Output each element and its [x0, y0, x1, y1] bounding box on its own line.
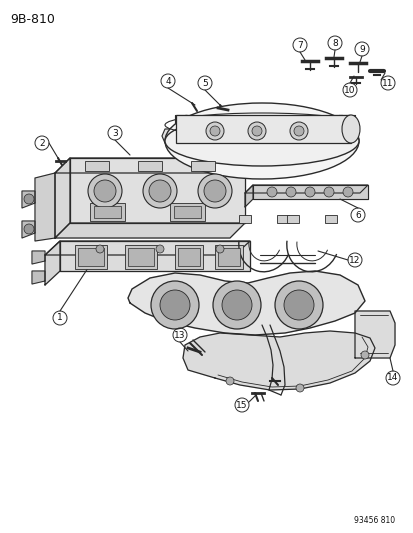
- Text: 14: 14: [387, 374, 398, 383]
- Bar: [173, 206, 201, 218]
- Circle shape: [149, 180, 171, 202]
- Bar: [190, 161, 214, 171]
- Text: 93456 810: 93456 810: [353, 516, 394, 525]
- Circle shape: [197, 174, 231, 208]
- Polygon shape: [22, 191, 35, 208]
- Bar: [90, 203, 125, 221]
- Polygon shape: [32, 271, 45, 284]
- Polygon shape: [35, 173, 55, 241]
- Circle shape: [159, 290, 190, 320]
- Polygon shape: [55, 158, 70, 238]
- Bar: [125, 245, 157, 269]
- Ellipse shape: [165, 103, 358, 179]
- Bar: [128, 248, 154, 266]
- Bar: [175, 245, 202, 269]
- Circle shape: [24, 194, 34, 204]
- Text: 10: 10: [344, 85, 355, 94]
- Circle shape: [96, 245, 104, 253]
- Polygon shape: [32, 251, 45, 264]
- Circle shape: [285, 187, 295, 197]
- Text: 12: 12: [349, 255, 360, 264]
- Text: 4: 4: [165, 77, 171, 85]
- Polygon shape: [161, 129, 176, 143]
- Circle shape: [156, 245, 164, 253]
- Text: 11: 11: [381, 78, 393, 87]
- Circle shape: [151, 281, 199, 329]
- Circle shape: [204, 180, 225, 202]
- Circle shape: [142, 174, 177, 208]
- Ellipse shape: [341, 115, 359, 143]
- Circle shape: [94, 180, 116, 202]
- Circle shape: [360, 351, 368, 359]
- Bar: [218, 248, 240, 266]
- Circle shape: [266, 187, 276, 197]
- Polygon shape: [175, 115, 354, 125]
- Text: 15: 15: [236, 400, 247, 409]
- Bar: [324, 215, 336, 223]
- Polygon shape: [128, 271, 364, 335]
- Bar: [78, 248, 104, 266]
- Circle shape: [342, 187, 352, 197]
- Circle shape: [295, 384, 303, 392]
- Bar: [75, 245, 107, 269]
- Polygon shape: [244, 185, 252, 207]
- Circle shape: [24, 224, 34, 234]
- Polygon shape: [70, 158, 244, 223]
- Circle shape: [293, 126, 303, 136]
- Polygon shape: [354, 311, 394, 358]
- Ellipse shape: [165, 116, 358, 166]
- Bar: [170, 203, 204, 221]
- Bar: [94, 206, 121, 218]
- Text: 5: 5: [202, 78, 207, 87]
- Circle shape: [323, 187, 333, 197]
- Polygon shape: [45, 241, 60, 285]
- Polygon shape: [55, 223, 244, 238]
- Circle shape: [225, 377, 233, 385]
- Bar: [276, 215, 288, 223]
- Bar: [286, 215, 298, 223]
- Bar: [178, 248, 199, 266]
- Text: 9B-810: 9B-810: [10, 13, 55, 26]
- Polygon shape: [55, 158, 259, 173]
- Polygon shape: [60, 241, 249, 271]
- Polygon shape: [244, 185, 367, 193]
- Polygon shape: [22, 221, 35, 238]
- Bar: [176, 115, 350, 143]
- Circle shape: [88, 174, 122, 208]
- Text: 3: 3: [112, 128, 118, 138]
- Polygon shape: [183, 331, 374, 390]
- Circle shape: [283, 290, 313, 320]
- Polygon shape: [252, 185, 367, 199]
- Bar: [138, 161, 161, 171]
- Circle shape: [212, 281, 260, 329]
- Text: 6: 6: [354, 211, 360, 220]
- Circle shape: [252, 126, 261, 136]
- Text: 7: 7: [297, 41, 302, 50]
- Circle shape: [221, 290, 252, 320]
- Bar: [214, 245, 242, 269]
- Circle shape: [216, 245, 223, 253]
- Text: 2: 2: [39, 139, 45, 148]
- Text: 9: 9: [358, 44, 364, 53]
- Circle shape: [304, 187, 314, 197]
- Circle shape: [206, 122, 223, 140]
- Circle shape: [289, 122, 307, 140]
- Bar: [238, 215, 250, 223]
- Circle shape: [274, 281, 322, 329]
- Polygon shape: [45, 241, 249, 255]
- Text: 13: 13: [174, 330, 185, 340]
- Bar: [85, 161, 109, 171]
- Text: 1: 1: [57, 313, 63, 322]
- Circle shape: [209, 126, 219, 136]
- Text: 8: 8: [331, 38, 337, 47]
- Circle shape: [247, 122, 266, 140]
